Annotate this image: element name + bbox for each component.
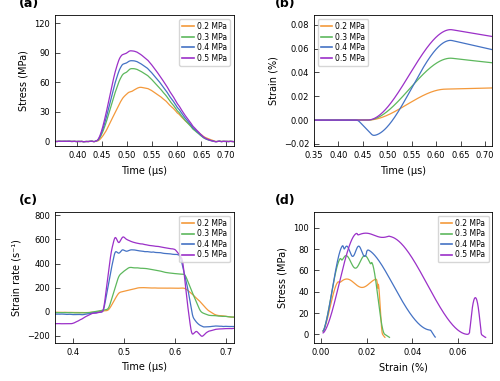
Y-axis label: Stress (MPa): Stress (MPa) [19,50,29,111]
X-axis label: Strain (%): Strain (%) [379,362,428,372]
Text: (c): (c) [20,194,38,207]
Y-axis label: Stress (MPa): Stress (MPa) [278,247,288,308]
Text: (b): (b) [274,0,295,10]
Y-axis label: Strain (%): Strain (%) [268,56,278,105]
Legend: 0.2 MPa, 0.3 MPa, 0.4 MPa, 0.5 MPa: 0.2 MPa, 0.3 MPa, 0.4 MPa, 0.5 MPa [318,19,368,66]
Legend: 0.2 MPa, 0.3 MPa, 0.4 MPa, 0.5 MPa: 0.2 MPa, 0.3 MPa, 0.4 MPa, 0.5 MPa [179,216,230,263]
Legend: 0.2 MPa, 0.3 MPa, 0.4 MPa, 0.5 MPa: 0.2 MPa, 0.3 MPa, 0.4 MPa, 0.5 MPa [179,19,230,66]
Y-axis label: Strain rate (s⁻¹): Strain rate (s⁻¹) [12,239,22,316]
X-axis label: Time (μs): Time (μs) [122,166,168,176]
Text: (a): (a) [20,0,40,10]
X-axis label: Time (μs): Time (μs) [122,362,168,372]
Text: (d): (d) [274,194,295,207]
Legend: 0.2 MPa, 0.3 MPa, 0.4 MPa, 0.5 MPa: 0.2 MPa, 0.3 MPa, 0.4 MPa, 0.5 MPa [438,216,488,263]
X-axis label: Time (μs): Time (μs) [380,166,426,176]
